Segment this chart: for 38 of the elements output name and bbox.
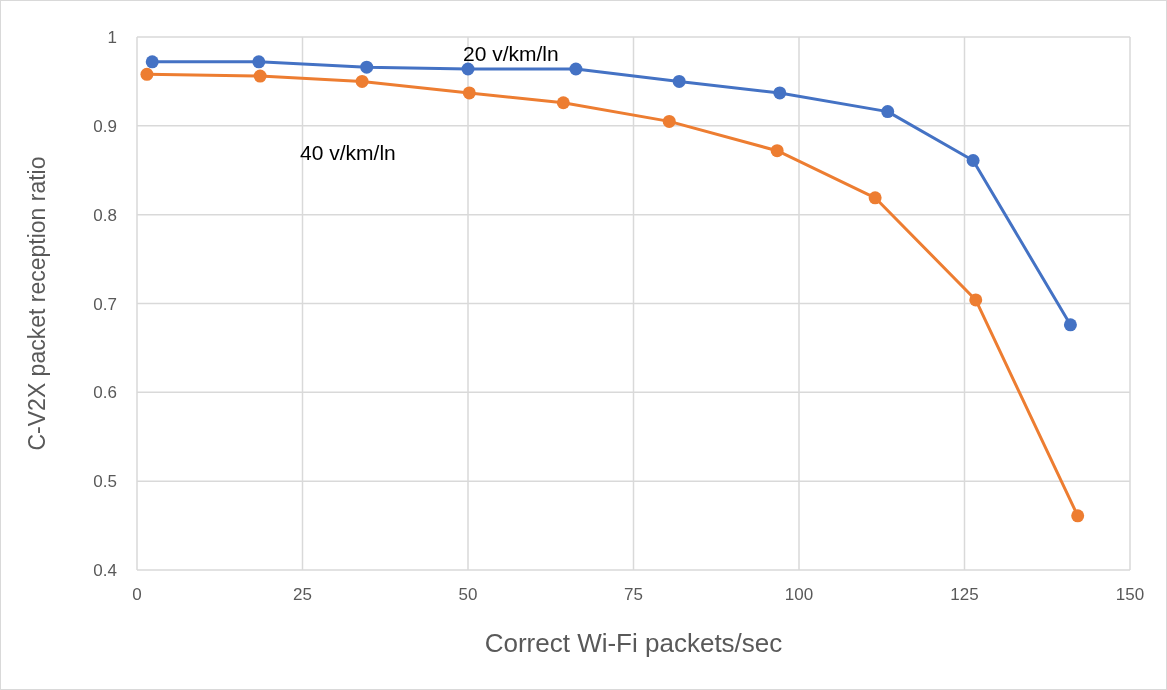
x-tick-label: 75 <box>624 585 643 604</box>
point <box>140 67 154 81</box>
point <box>462 86 476 100</box>
point <box>1071 509 1085 523</box>
x-tick-label: 0 <box>132 585 142 604</box>
point <box>145 55 159 69</box>
x-tick-label: 100 <box>784 585 814 604</box>
point <box>253 69 267 83</box>
point <box>556 96 570 110</box>
point <box>868 191 882 205</box>
point <box>360 60 374 74</box>
point <box>773 86 787 100</box>
point <box>461 62 475 76</box>
x-tick-label: 50 <box>458 585 478 604</box>
point <box>966 153 980 167</box>
point <box>672 74 686 88</box>
y-tick-label: 1 <box>107 28 117 47</box>
x-axis-title: Correct Wi-Fi packets/sec <box>484 628 783 658</box>
series-label: 20 v/km/ln <box>463 41 559 65</box>
y-axis-title: C-V2X packet reception ratio <box>24 156 50 451</box>
point <box>1063 318 1077 332</box>
y-tick-label: 0.4 <box>93 561 117 580</box>
y-tick-label: 0.6 <box>93 383 117 403</box>
point <box>662 114 676 128</box>
point <box>969 293 983 307</box>
y-tick-label: 0.8 <box>93 205 117 225</box>
point <box>881 105 895 119</box>
x-tick-label: 150 <box>1115 585 1145 604</box>
y-tick-label: 0.7 <box>93 294 117 314</box>
point <box>770 144 784 158</box>
text: 40 v/km/ln <box>300 141 396 165</box>
x-tick-label: 125 <box>950 585 979 604</box>
x-tick-label: 25 <box>293 585 312 604</box>
point <box>252 55 266 69</box>
y-tick-label: 0.9 <box>93 116 117 136</box>
y-tick-label: 0.5 <box>93 472 117 492</box>
point <box>569 62 583 76</box>
point <box>355 74 369 88</box>
